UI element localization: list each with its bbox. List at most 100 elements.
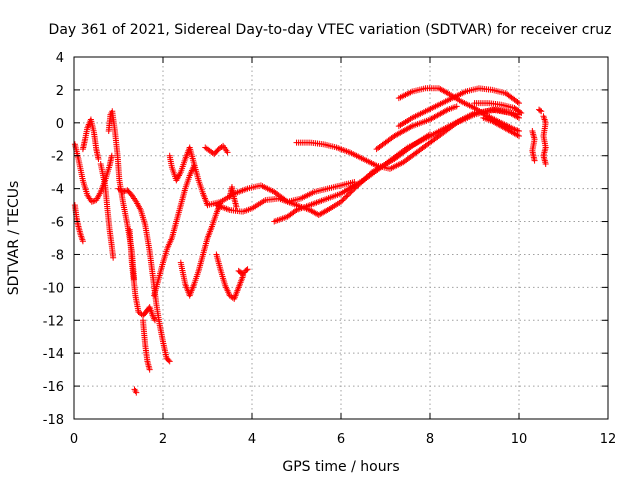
data-point (354, 183, 361, 190)
data-point (244, 266, 251, 273)
data-point (453, 103, 460, 110)
data-point (516, 114, 522, 121)
x-axis-label: GPS time / hours (282, 459, 399, 475)
y-tick-label: -10 (43, 281, 64, 296)
data-series-trace-13 (202, 142, 231, 158)
y-tick-label: -6 (51, 216, 64, 231)
data-point (355, 181, 362, 188)
data-point (443, 89, 450, 96)
data-point (108, 152, 115, 159)
data-point (224, 149, 231, 156)
x-tick-label: 0 (70, 432, 78, 447)
data-point (243, 267, 250, 274)
x-tick-label: 4 (248, 432, 256, 447)
data-point (366, 171, 373, 178)
data-series-trace-3 (79, 116, 102, 163)
data-point (343, 193, 350, 200)
data-point (367, 170, 374, 177)
data-point (542, 160, 549, 167)
data-point (122, 187, 129, 194)
data-series-trace-22 (395, 85, 522, 130)
chart-title: Day 361 of 2021, Sidereal Day-to-day VTE… (49, 22, 612, 38)
y-tick-label: 0 (56, 117, 64, 132)
data-point (95, 156, 102, 163)
y-tick-label: 2 (56, 84, 64, 99)
data-point (119, 188, 126, 195)
data-points (71, 85, 549, 396)
data-point (362, 175, 369, 182)
data-series-trace-26 (536, 106, 545, 115)
data-point (358, 179, 365, 186)
axes: 0 2 4 6 8 10 12 4 2 0 -2 -4 -6 -8 -10 -12 -14 -16 -18 (43, 51, 617, 447)
x-tick-label: 2 (159, 432, 167, 447)
data-point (346, 190, 353, 197)
data-point (516, 132, 522, 139)
data-point (360, 176, 367, 183)
data-point (518, 109, 525, 116)
data-point (538, 108, 545, 115)
data-point (79, 238, 86, 245)
data-point (350, 186, 357, 193)
data-point (339, 197, 346, 204)
data-series-trace-28 (540, 113, 549, 167)
data-series-trace-17 (204, 179, 358, 209)
data-series-trace-4 (97, 160, 117, 261)
data-series-trace-6 (115, 185, 173, 365)
data-point (344, 192, 351, 199)
data-point (407, 143, 414, 150)
data-point (342, 194, 349, 201)
data-point (407, 123, 414, 130)
data-series-trace-19 (213, 131, 433, 218)
data-series-trace-14 (213, 251, 247, 302)
y-tick-label: -12 (43, 314, 64, 329)
data-point (359, 178, 366, 185)
data-point (352, 184, 359, 191)
x-tick-label: 12 (600, 432, 617, 447)
data-point (146, 366, 153, 373)
data-point (133, 389, 140, 396)
data-point (537, 107, 544, 114)
data-point (365, 172, 372, 179)
data-point (165, 357, 172, 364)
y-tick-label: -2 (51, 150, 64, 165)
data-point (356, 180, 363, 187)
data-point (514, 114, 521, 121)
data-series-trace-8 (139, 317, 153, 373)
data-point (233, 203, 240, 210)
y-tick-label: -8 (51, 248, 64, 263)
data-series-trace-27 (529, 128, 538, 164)
data-point (166, 358, 173, 365)
data-series-trace-16 (235, 266, 251, 278)
data-point (338, 198, 344, 205)
data-series-trace-12 (177, 198, 224, 299)
data-point (516, 108, 523, 115)
y-tick-label: -14 (43, 347, 64, 362)
data-point (514, 98, 521, 105)
y-tick-label: -18 (43, 413, 64, 428)
data-point (90, 198, 97, 205)
data-point (427, 131, 433, 138)
x-tick-label: 6 (337, 432, 345, 447)
data-point (292, 208, 299, 215)
x-tick-label: 10 (511, 432, 528, 447)
data-point (351, 185, 358, 192)
y-axis-label: SDTVAR / TECUs (6, 181, 22, 296)
y-tick-label: -16 (43, 380, 64, 395)
data-series-trace-9 (131, 386, 140, 396)
data-series-trace-20 (293, 106, 522, 172)
data-series-trace-25 (480, 114, 522, 139)
grid (74, 57, 608, 419)
y-tick-label: 4 (56, 51, 64, 66)
x-tick-label: 8 (426, 432, 434, 447)
data-point (110, 254, 117, 261)
data-point (151, 317, 158, 324)
data-series-trace-10 (151, 162, 198, 299)
data-point (348, 188, 355, 195)
data-point (340, 196, 347, 203)
data-point (452, 120, 459, 127)
data-series-trace-1 (71, 141, 115, 205)
data-point (347, 189, 354, 196)
data-point (218, 143, 225, 150)
data-point (363, 174, 370, 181)
